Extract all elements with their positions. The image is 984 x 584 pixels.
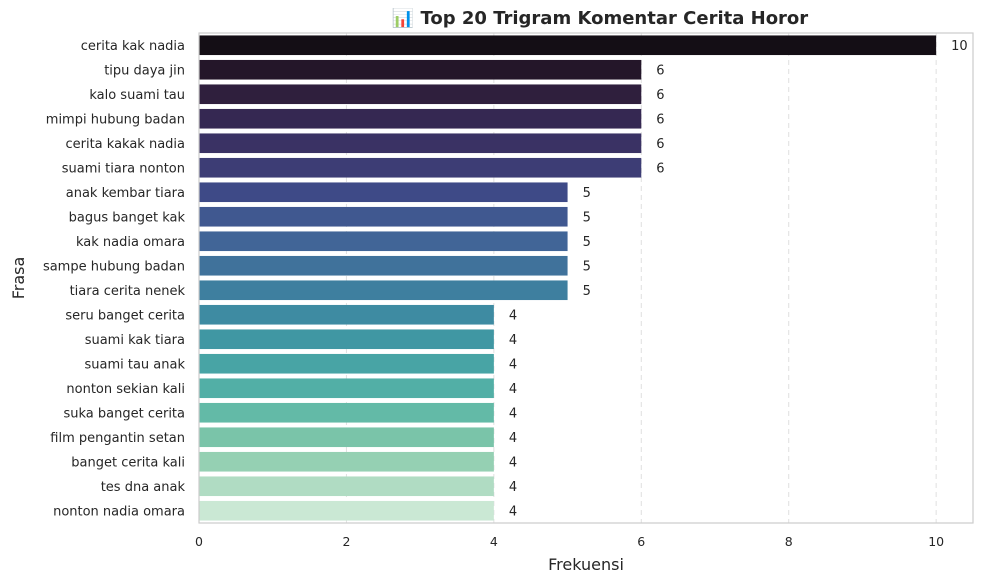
x-tick-label: 2 [342,534,350,549]
category-label: suami kak tiara [85,333,185,348]
category-labels: cerita kak nadia tipu daya jin kalo suami … [43,39,186,520]
value-labels: 10 6 6 6 6 6 5 5 5 5 5 4 4 4 4 4 4 4 4 4 [509,39,968,520]
bar [199,35,937,56]
bar [199,402,494,423]
value-label: 5 [583,210,591,225]
value-label: 10 [951,39,968,54]
bar [199,59,642,80]
x-tick-label: 0 [195,534,203,549]
value-label: 4 [509,455,517,470]
category-label: kak nadia omara [76,235,185,250]
bar [199,304,494,325]
x-tick-labels: 0 2 4 6 8 10 [195,534,944,549]
value-label: 6 [656,88,664,103]
value-label: 4 [509,357,517,372]
value-label: 4 [509,308,517,323]
x-tick-label: 4 [490,534,498,549]
bar [199,133,642,154]
category-label: sampe hubung badan [43,259,185,274]
bar [199,476,494,497]
value-label: 5 [583,235,591,250]
category-label: anak kembar tiara [66,186,185,201]
category-label: kalo suami tau [89,88,185,103]
category-label: tiara cerita nenek [70,284,186,299]
bar [199,157,642,178]
value-label: 6 [656,63,664,78]
bar [199,329,494,350]
plot-frame [198,32,974,524]
bar [199,353,494,374]
category-label: seru banget cerita [65,308,185,323]
category-label: tes dna anak [101,480,186,495]
bars [199,35,937,521]
bar [199,255,568,276]
chart-title: 📊 Top 20 Trigram Komentar Cerita Horor [392,7,809,29]
x-tick-label: 8 [785,534,793,549]
category-label: nonton sekian kali [66,382,185,397]
category-label: bagus banget kak [69,210,186,225]
x-tick-label: 6 [637,534,645,549]
value-label: 4 [509,431,517,446]
value-label: 5 [583,259,591,274]
value-label: 6 [656,137,664,152]
category-label: mimpi hubung badan [46,112,185,127]
value-label: 6 [656,112,664,127]
value-label: 4 [509,480,517,495]
value-label: 5 [583,284,591,299]
value-label: 4 [509,504,517,519]
value-label: 4 [509,406,517,421]
x-tick-label: 10 [928,534,944,549]
category-label: suami tau anak [84,357,185,372]
bar [199,108,642,129]
value-label: 4 [509,382,517,397]
y-axis-label: Frasa [9,257,28,300]
bar [199,451,494,472]
category-label: suami tiara nonton [62,161,185,176]
category-label: tipu daya jin [104,63,185,78]
bar [199,182,568,203]
category-label: cerita kakak nadia [65,137,185,152]
value-label: 4 [509,333,517,348]
bar [199,500,494,521]
x-axis-label: Frekuensi [548,555,624,574]
gridlines [198,33,937,523]
bar [199,280,568,301]
bar [199,206,568,227]
value-label: 5 [583,186,591,201]
category-label: banget cerita kali [71,455,185,470]
bar [199,427,494,448]
category-label: suka banget cerita [63,406,185,421]
bar [199,84,642,105]
category-label: cerita kak nadia [81,39,185,54]
bar [199,378,494,399]
bar [199,231,568,252]
value-label: 6 [656,161,664,176]
category-label: film pengantin setan [50,431,185,446]
category-label: nonton nadia omara [53,504,185,519]
